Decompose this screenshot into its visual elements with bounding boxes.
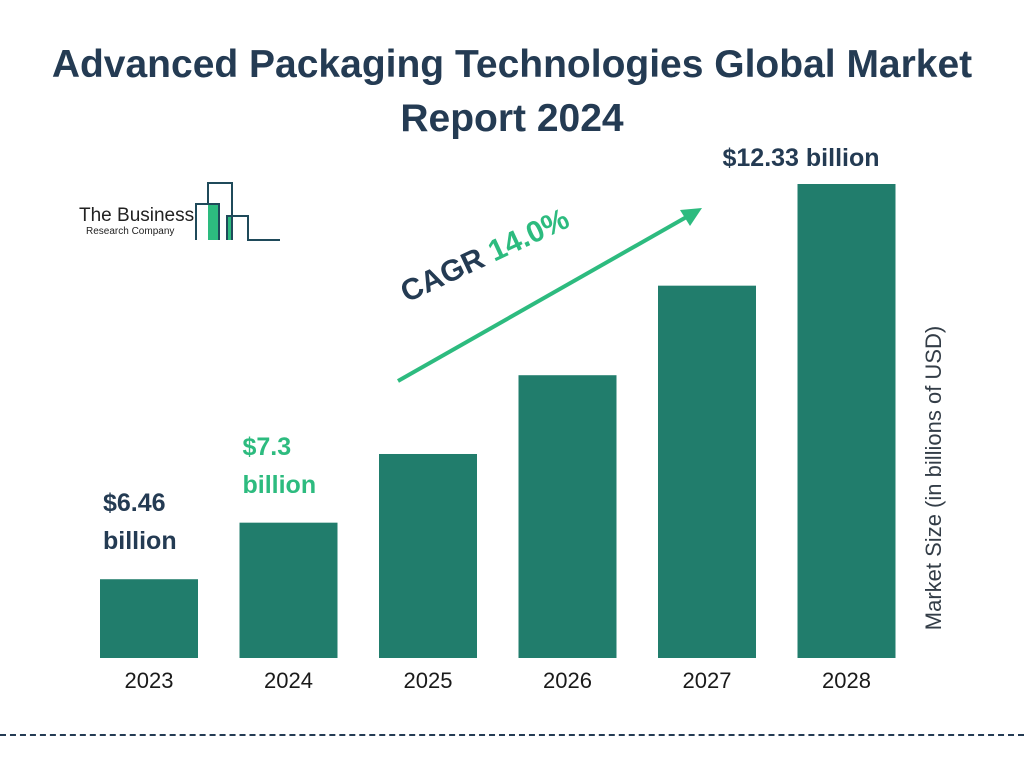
y-axis-label: Market Size (in billions of USD) [921, 325, 946, 631]
cagr-arrow [397, 208, 702, 383]
bar-2027 [658, 285, 756, 658]
bar-2024 [239, 522, 338, 658]
bar-2025 [379, 453, 477, 658]
data-label: $6.46 billion [103, 489, 177, 556]
bar-2028 [797, 184, 896, 658]
x-tick-label: 2028 [822, 668, 871, 693]
x-tick-label: 2026 [543, 668, 592, 693]
logo-icon [195, 182, 280, 241]
logo-subtext: Research Company [86, 226, 175, 237]
x-tick-label: 2027 [682, 668, 732, 693]
x-tick-label: 2024 [264, 668, 313, 693]
data-label: $12.33 billion [722, 144, 880, 172]
divider [0, 734, 1024, 736]
bar-2023 [100, 579, 198, 658]
logo-text: The Business [79, 205, 195, 226]
x-tick-label: 2023 [124, 668, 174, 693]
data-label: $7.3 billion [242, 432, 317, 499]
bar-2026 [518, 375, 617, 658]
chart-title: Advanced Packaging Technologies Global M… [51, 43, 973, 140]
x-tick-label: 2025 [403, 668, 453, 693]
